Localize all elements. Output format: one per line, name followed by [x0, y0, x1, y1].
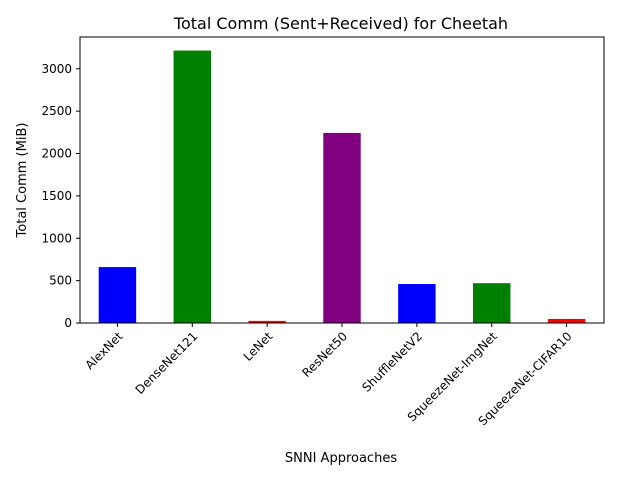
- x-tick-label: DenseNet121: [133, 329, 201, 397]
- bar-lenet: [248, 320, 286, 323]
- plot-area: [98, 50, 586, 323]
- bar-shufflenetv2: [398, 284, 436, 323]
- y-tick-label: 2500: [41, 104, 72, 118]
- y-tick-label: 3000: [41, 62, 72, 76]
- y-axis-label: Total Comm (MiB): [15, 123, 30, 239]
- y-axis: 0 500 1000 1500 2000 2500 3000: [41, 62, 80, 330]
- bar-alexnet: [98, 267, 137, 323]
- bar-resnet50: [323, 132, 361, 323]
- bar-squeezenet-cifar10: [547, 318, 586, 323]
- bar-densenet121: [173, 50, 211, 323]
- plot-frame: [79, 36, 605, 324]
- y-tick-label: 500: [49, 274, 72, 288]
- chart-title: Total Comm (Sent+Received) for Cheetah: [173, 14, 508, 33]
- y-tick-label: 0: [64, 316, 72, 330]
- x-tick-label: ShuffleNetV2: [359, 329, 425, 395]
- y-tick-label: 1000: [41, 231, 72, 245]
- bar-squeezenet-imgnet: [473, 283, 511, 323]
- y-tick-label: 2000: [41, 147, 72, 161]
- x-tick-label: LeNet: [241, 329, 276, 364]
- x-axis: AlexNet DenseNet121 LeNet ResNet50 ShuffleNe…: [82, 323, 575, 428]
- x-axis-label: SNNI Approaches: [285, 451, 397, 466]
- y-tick-label: 1500: [41, 189, 72, 203]
- x-tick-label: AlexNet: [82, 329, 125, 372]
- x-tick-label: ResNet50: [299, 329, 350, 380]
